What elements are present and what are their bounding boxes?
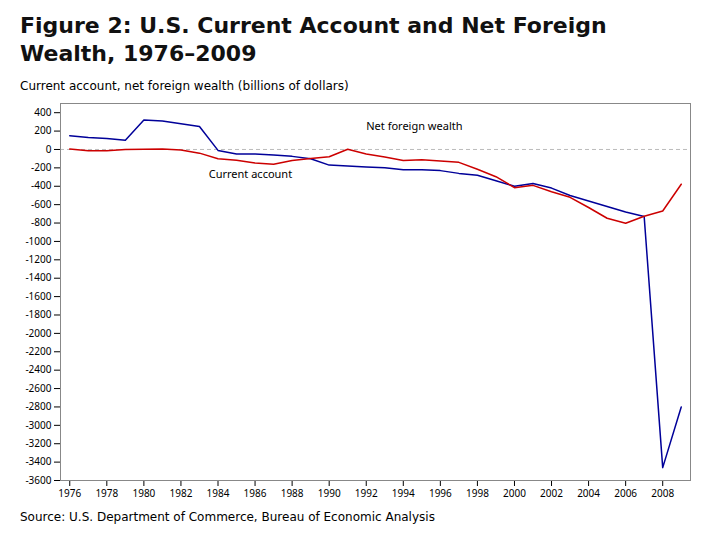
svg-text:-2200: -2200 — [25, 344, 51, 358]
svg-text:-2800: -2800 — [25, 399, 51, 413]
svg-text:-800: -800 — [31, 215, 52, 229]
svg-text:-2400: -2400 — [25, 362, 51, 376]
svg-text:2004: 2004 — [577, 486, 600, 500]
svg-text:1986: 1986 — [244, 486, 267, 500]
svg-text:2006: 2006 — [614, 486, 637, 500]
svg-text:-200: -200 — [31, 160, 52, 174]
svg-text:-1600: -1600 — [25, 289, 51, 303]
svg-text:Net foreign wealth: Net foreign wealth — [366, 118, 462, 133]
svg-text:1976: 1976 — [58, 486, 81, 500]
svg-text:-3400: -3400 — [25, 454, 51, 468]
svg-text:-1800: -1800 — [25, 307, 51, 321]
svg-text:-3200: -3200 — [25, 436, 51, 450]
svg-text:1980: 1980 — [132, 486, 155, 500]
svg-text:2008: 2008 — [651, 486, 674, 500]
svg-text:1988: 1988 — [281, 486, 304, 500]
svg-text:-600: -600 — [31, 197, 52, 211]
svg-text:1984: 1984 — [207, 486, 230, 500]
html-text:Source: U.S. Department of Com: Source: U.S. Department of Commerce, Bur… — [20, 510, 435, 524]
svg-text:400: 400 — [34, 105, 51, 119]
svg-text:-1400: -1400 — [25, 270, 51, 284]
svg-text:1992: 1992 — [355, 486, 378, 500]
html-text:Current account, net foreign w: Current account, net foreign wealth (bil… — [20, 79, 349, 93]
svg-text:1994: 1994 — [392, 486, 415, 500]
svg-text:-400: -400 — [31, 178, 52, 192]
svg-text:1978: 1978 — [95, 486, 118, 500]
svg-text:-3600: -3600 — [25, 473, 51, 487]
svg-text:-1200: -1200 — [25, 252, 51, 266]
svg-text:-1000: -1000 — [25, 234, 51, 248]
svg-text:-2600: -2600 — [25, 381, 51, 395]
svg-text:1990: 1990 — [318, 486, 341, 500]
svg-text:1998: 1998 — [466, 486, 489, 500]
svg-text:1996: 1996 — [429, 486, 452, 500]
svg-text:200: 200 — [34, 123, 51, 137]
svg-text:2000: 2000 — [503, 486, 526, 500]
svg-text:Current account: Current account — [209, 166, 292, 181]
html-text:Figure 2: U.S. Current Account: Figure 2: U.S. Current Account and Net F… — [20, 13, 607, 66]
svg-text:0: 0 — [46, 142, 52, 156]
svg-text:2002: 2002 — [540, 486, 563, 500]
svg-text:1982: 1982 — [169, 486, 192, 500]
svg-text:-2000: -2000 — [25, 326, 51, 340]
svg-text:-3000: -3000 — [25, 418, 51, 432]
